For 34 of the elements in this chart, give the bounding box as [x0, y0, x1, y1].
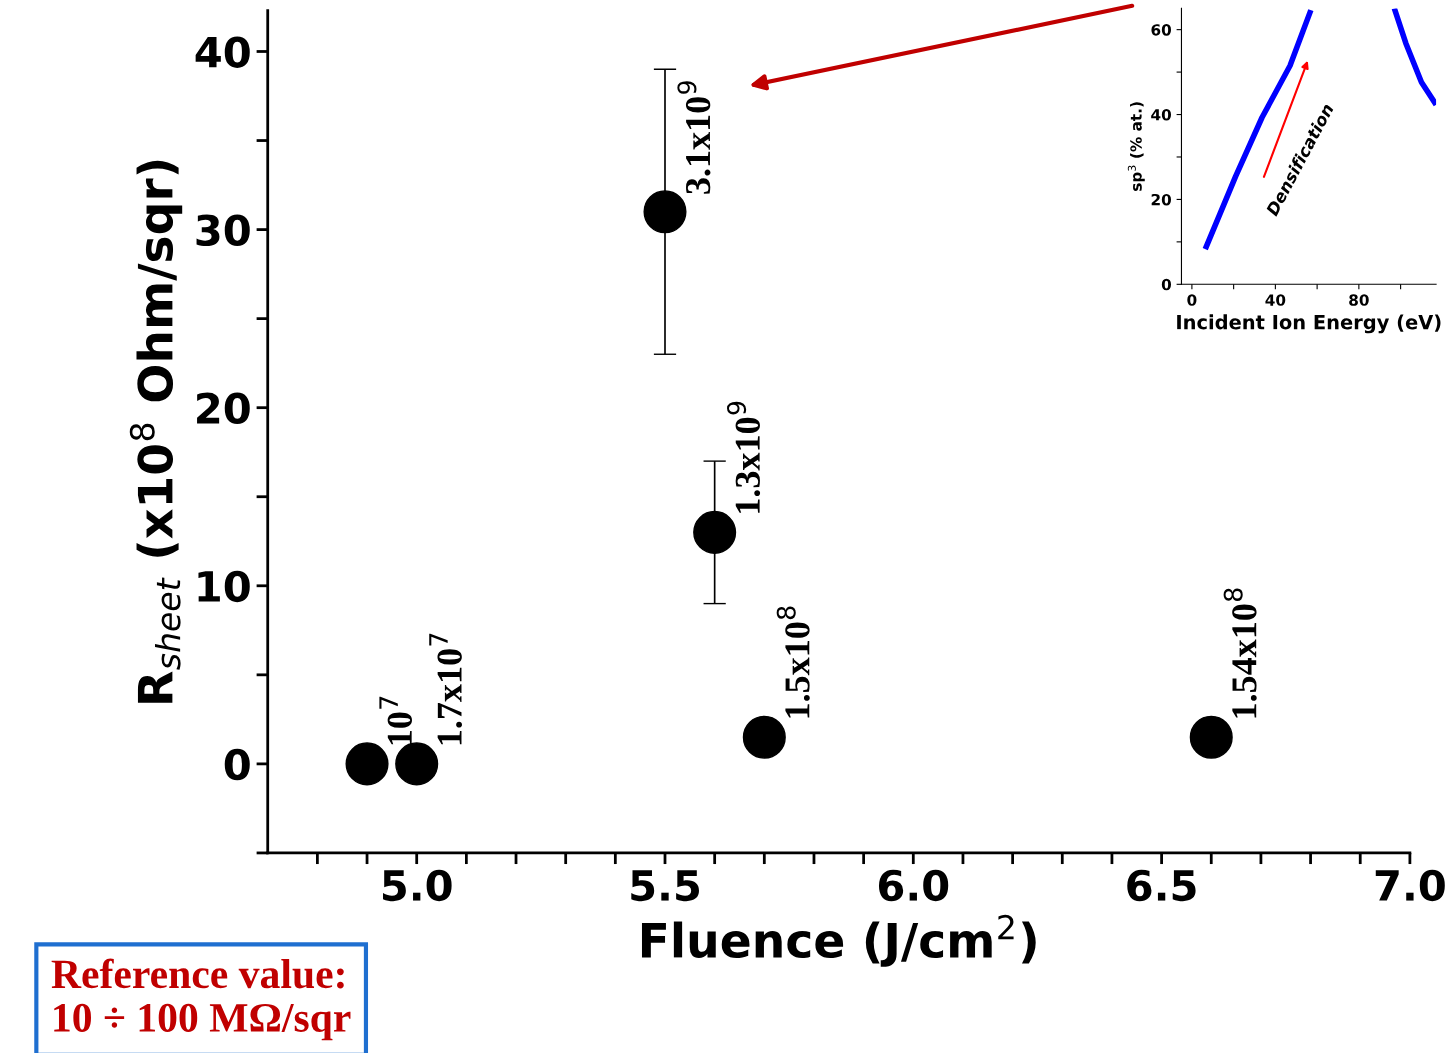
y-tick-label: 10 [198, 570, 250, 603]
x-tick-label: 80 [1349, 294, 1369, 306]
text: Reference value: [51, 958, 344, 989]
y-tick-label: 60 [1151, 24, 1172, 36]
y-tick-label: 0 [1161, 278, 1172, 291]
y-tick-label: 20 [197, 392, 250, 425]
annotation: 10$^{7}$ [379, 696, 412, 745]
y-tick-label: 40 [195, 36, 250, 68]
text: 10 ÷ 100 MΩ/sqr [54, 1003, 351, 1041]
y-tick-label: 30 [196, 214, 250, 247]
x-tick-label: 7.0 [1375, 869, 1445, 902]
point [742, 715, 786, 759]
y-tick-label: 20 [1151, 193, 1172, 206]
annotation: 1.7x10$^{7}$ [429, 633, 462, 745]
y-axis-title: R$_{sheet}$ (x10$^{8}$ Ohm/sqr) [129, 160, 183, 703]
point [1189, 715, 1233, 759]
y-axis-title: sp$^{3}$ (% at.) [1127, 102, 1145, 191]
x-tick-label: 5.5 [631, 870, 699, 902]
x-axis-title: Fluence (J/cm$^{2}$) [641, 914, 1036, 967]
x-tick-label: 6.0 [878, 869, 949, 902]
x-axis-title: Incident Ion Energy (eV) [1177, 314, 1441, 334]
y-tick-label: 40 [1151, 109, 1172, 121]
x-tick-label: 5.0 [383, 869, 452, 902]
x-tick-label: 6.5 [1127, 869, 1196, 902]
x-tick-label: 0 [1187, 294, 1197, 306]
y-tick-label: 0 [224, 748, 250, 781]
x-tick-label: 40 [1265, 294, 1286, 306]
point [693, 510, 737, 554]
point [643, 190, 687, 234]
point [345, 742, 389, 786]
annotation: 1.54x10$^{8}$ [1223, 588, 1257, 718]
annotation: 1.5x10$^{8}$ [776, 606, 810, 718]
annotation: 3.1x10$^{9}$ [677, 81, 711, 194]
annotation: 1.3x10$^{9}$ [727, 401, 761, 513]
